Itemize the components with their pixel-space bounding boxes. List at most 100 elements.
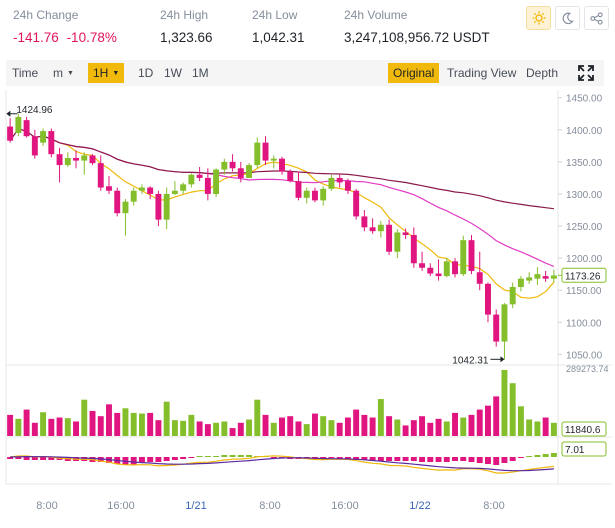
volume-bar — [509, 383, 516, 436]
volume-bar — [23, 409, 30, 436]
price-tick-label: 1450.00 — [566, 94, 603, 105]
volume-bar — [138, 413, 145, 436]
macd-dea-line — [10, 455, 554, 472]
original-view-button[interactable]: Original — [388, 63, 440, 83]
last-price-label: 1173.26 — [565, 271, 601, 282]
caret-down-icon: ▼ — [112, 69, 120, 77]
macd-bar — [130, 457, 137, 465]
macd-bar — [386, 457, 393, 461]
candle-body — [526, 277, 533, 281]
candle-body — [377, 224, 384, 232]
candle-body — [138, 187, 145, 191]
moon-icon[interactable] — [555, 6, 580, 30]
macd-bar — [517, 457, 524, 458]
candle-body — [369, 227, 376, 232]
volume-bar — [517, 406, 524, 436]
candle-body — [64, 158, 71, 166]
candle-body — [130, 190, 137, 202]
sun-icon[interactable] — [526, 6, 551, 30]
interval-1h-dropdown[interactable]: 1H ▼ — [88, 63, 125, 83]
candle-body — [303, 190, 310, 198]
macd-bar — [550, 453, 557, 457]
price-tick-label: 1150.00 — [566, 286, 602, 297]
price-tick-label: 1350.00 — [566, 158, 603, 169]
volume-bar — [155, 420, 162, 436]
stat-label: 24h Low — [252, 8, 298, 22]
stat-24h-low: 24h Low 1,042.31 — [252, 8, 305, 45]
volume-bar — [542, 417, 549, 436]
time-axis-label: 8:00 — [483, 500, 504, 512]
tradingview-button[interactable]: Trading View — [447, 66, 517, 80]
candle-body — [56, 154, 63, 166]
volume-bar — [443, 421, 450, 436]
macd-bar — [410, 457, 417, 461]
volume-bar — [237, 422, 244, 436]
candle-body — [7, 126, 14, 141]
minute-dropdown[interactable]: m ▼ — [48, 63, 79, 83]
macd-bar — [155, 457, 162, 462]
candle-body — [122, 201, 129, 214]
macd-bar — [336, 457, 343, 459]
macd-bar — [526, 456, 533, 457]
volume-bar — [89, 410, 96, 436]
volume-bar — [40, 412, 47, 436]
fullscreen-icon[interactable] — [576, 63, 596, 83]
volume-bar — [394, 419, 401, 436]
macd-dif-line — [10, 455, 554, 474]
candle-body — [89, 155, 96, 164]
share-icon[interactable] — [584, 6, 609, 30]
candle-body — [73, 158, 79, 161]
candle-body — [468, 240, 475, 271]
macd-bar — [15, 457, 22, 459]
candle-body — [295, 181, 302, 198]
candle-body — [40, 131, 47, 143]
macd-bar — [435, 457, 442, 462]
candle-body — [386, 224, 393, 252]
macd-bar — [452, 457, 458, 461]
high-marker-arrow — [6, 110, 11, 117]
price-tick-label: 1400.00 — [566, 126, 603, 137]
candle-body — [328, 177, 335, 189]
interval-1w-button[interactable]: 1W — [164, 66, 182, 80]
volume-bar — [526, 419, 533, 436]
candle-body — [402, 232, 409, 236]
candle-body — [31, 136, 38, 156]
candle-body — [550, 275, 557, 279]
volume-bar — [452, 412, 458, 436]
macd-bar — [501, 457, 508, 463]
candle-body — [254, 142, 261, 166]
volume-bar — [196, 421, 203, 436]
volume-bar — [427, 422, 434, 436]
change-value: -141.76 — [13, 30, 59, 45]
volume-bar — [64, 418, 71, 436]
high-marker-label: 1424.96 — [16, 105, 53, 116]
macd-bar — [180, 457, 187, 459]
candle-body — [180, 184, 187, 191]
time-button[interactable]: Time — [12, 66, 39, 80]
volume-bar — [476, 409, 483, 436]
volume-bar — [204, 424, 211, 436]
volume-bar — [485, 405, 491, 436]
price-chart[interactable]: 1450.00 1400.00 1350.00 1300.00 1250.00 1200.… — [0, 86, 615, 528]
candle-body — [410, 235, 417, 264]
macd-bar — [493, 457, 500, 465]
volume-bar — [336, 422, 343, 436]
volume-bar — [254, 399, 261, 436]
interval-1m-button[interactable]: 1M — [192, 66, 209, 80]
price-tick-label: 1050.00 — [566, 350, 603, 361]
candle-body — [106, 186, 112, 191]
interval-1d-button[interactable]: 1D — [138, 66, 154, 80]
caret-down-icon: ▼ — [67, 69, 74, 77]
volume-bar — [386, 416, 393, 436]
low-marker-arrow — [500, 356, 505, 363]
depth-button[interactable]: Depth — [526, 66, 559, 80]
candle-body — [237, 168, 244, 178]
time-axis-label: 16:00 — [331, 500, 359, 512]
volume-bar — [468, 414, 475, 436]
candle-body — [509, 286, 516, 305]
volume-bar — [344, 417, 351, 436]
macd-bar — [427, 457, 434, 462]
candle-body — [344, 181, 351, 191]
macd-bar — [163, 457, 170, 461]
macd-bar — [328, 457, 335, 458]
